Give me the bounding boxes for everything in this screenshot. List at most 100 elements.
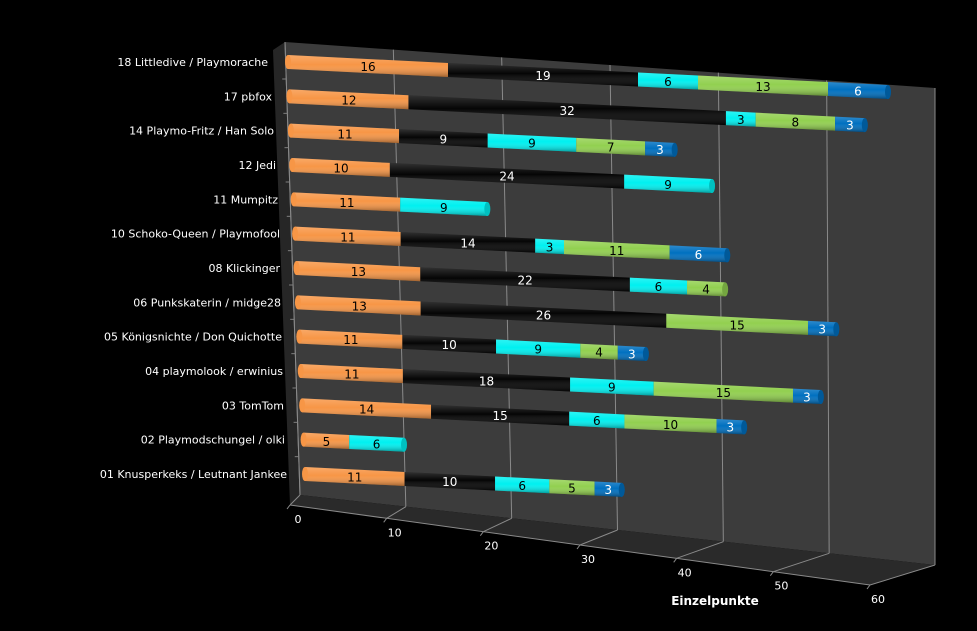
gridline — [717, 72, 724, 542]
bar-start-cap — [296, 329, 303, 344]
category-labels: 18 Littledive / Playmorache 17 pbfox 14 Pl… — [100, 56, 299, 481]
data-label: 9 — [664, 178, 672, 192]
data-label: 6 — [695, 248, 703, 262]
data-label: 10 — [333, 161, 348, 175]
bar-end-cap — [833, 322, 840, 337]
x-tick — [769, 571, 774, 576]
category-label: 11 Mumpitz — [213, 193, 278, 206]
data-label: 14 — [359, 403, 374, 417]
bar-segment-shading — [716, 419, 745, 435]
data-label: 10 — [663, 418, 678, 432]
bar-segment-shading — [400, 197, 488, 217]
side-wall — [273, 42, 300, 505]
x-tick — [576, 544, 581, 550]
data-label: 6 — [593, 414, 601, 428]
bar-segment-shading — [402, 334, 497, 354]
data-label: 13 — [755, 80, 770, 94]
bar-segment-shading — [624, 174, 713, 193]
bar-segment-shading — [666, 313, 808, 335]
data-label: 12 — [341, 93, 356, 107]
x-axis-ticks: 0 10 20 30 40 50 60 — [286, 504, 885, 606]
data-label: 10 — [442, 475, 457, 489]
bar-start-cap — [293, 261, 300, 275]
bar-end-cap-shade — [671, 142, 678, 157]
bar-start-cap — [292, 226, 299, 241]
data-label: 11 — [339, 196, 354, 210]
gridline — [501, 57, 513, 519]
category-label: 12 Jedi — [238, 159, 276, 172]
data-label: 10 — [442, 338, 457, 352]
category-label: 01 Knusperkeks / Leutnant Jankee — [100, 468, 287, 481]
bar-row: 11 10 6 5 3 — [302, 467, 625, 497]
category-label: 03 TomTom — [222, 399, 284, 412]
bar-start-cap — [302, 467, 308, 481]
bar-end-cap — [861, 118, 868, 133]
x-tick — [286, 504, 291, 510]
x-axis-line — [289, 504, 871, 586]
bar-segment-shading — [645, 141, 675, 157]
bar-end-cap-shade — [709, 178, 716, 193]
bar-segment-shading — [303, 432, 350, 449]
bar-segment-shading — [292, 158, 390, 177]
bar-segment-shading — [570, 377, 654, 396]
data-label: 9 — [528, 137, 536, 151]
category-label: 04 playmolook / erwinius — [145, 365, 283, 378]
bar-row: 11 18 9 15 3 — [297, 364, 824, 405]
bar-end-cap-shade — [642, 346, 649, 361]
x-tick — [479, 531, 484, 536]
bar-segment-shading — [569, 411, 625, 429]
x-tick-label: 50 — [774, 580, 788, 593]
gridline — [284, 41, 301, 496]
category-label: 06 Punkskaterin / midge28 — [133, 296, 281, 309]
data-label: 11 — [337, 127, 352, 141]
bar-end-cap — [401, 437, 408, 452]
gridline — [826, 80, 830, 554]
data-label: 6 — [664, 75, 672, 89]
x-axis-title: Einzelpunkte — [671, 594, 759, 608]
x-tick — [866, 584, 871, 590]
bar-segment-shading — [698, 75, 828, 96]
floor-gridline — [579, 529, 618, 546]
bar-segment-shading — [431, 404, 570, 426]
bar-end-cap — [741, 420, 748, 435]
bar-start-cap — [287, 123, 294, 138]
bar-end-cap — [817, 390, 824, 405]
category-label: 08 Klickinger — [208, 262, 280, 275]
bar-segment-shading — [549, 479, 595, 496]
floor-gridline — [869, 564, 936, 586]
floor-gridline — [483, 517, 512, 533]
bar-segment-shading — [302, 398, 432, 419]
x-tick — [383, 518, 388, 523]
bar-end-cap-shade — [885, 85, 891, 99]
data-label: 3 — [737, 113, 745, 127]
bar-segment-shading — [638, 72, 698, 90]
floor-gridline — [386, 506, 407, 519]
bar-segment-shading — [404, 471, 496, 491]
bar-segment-shading — [687, 280, 726, 297]
data-label: 11 — [347, 470, 362, 484]
bar-segment-shading — [495, 476, 550, 494]
bar-end-cap-shade — [724, 248, 731, 263]
data-label: 13 — [352, 299, 367, 313]
data-label: 6 — [373, 437, 381, 451]
bar-segment-shading — [669, 245, 728, 263]
bar-segment-shading — [293, 192, 401, 212]
category-label: 10 Schoko-Queen / Playmofool — [111, 228, 280, 241]
bar-segment-shading — [725, 111, 756, 127]
category-label: 02 Playmodschungel / olki — [141, 434, 285, 447]
bar-end-cap — [885, 85, 891, 99]
data-label: 14 — [460, 236, 475, 250]
bar-start-cap — [290, 192, 297, 207]
x-tick-label: 20 — [484, 540, 498, 553]
data-label: 19 — [535, 69, 550, 83]
data-label: 13 — [351, 265, 366, 279]
data-label: 6 — [854, 85, 862, 99]
bar-segment-shading — [297, 295, 421, 316]
bars: 16 19 6 13 6 12 32 3 8 3 11 9 9 7 3 10 24 9 11 9 11 14 3 11 6 13 2… — [285, 55, 891, 497]
x-tick-label: 30 — [581, 553, 595, 566]
bar-end-cap — [671, 142, 678, 157]
x-tick-label: 10 — [388, 526, 402, 539]
gridlines — [284, 41, 936, 586]
